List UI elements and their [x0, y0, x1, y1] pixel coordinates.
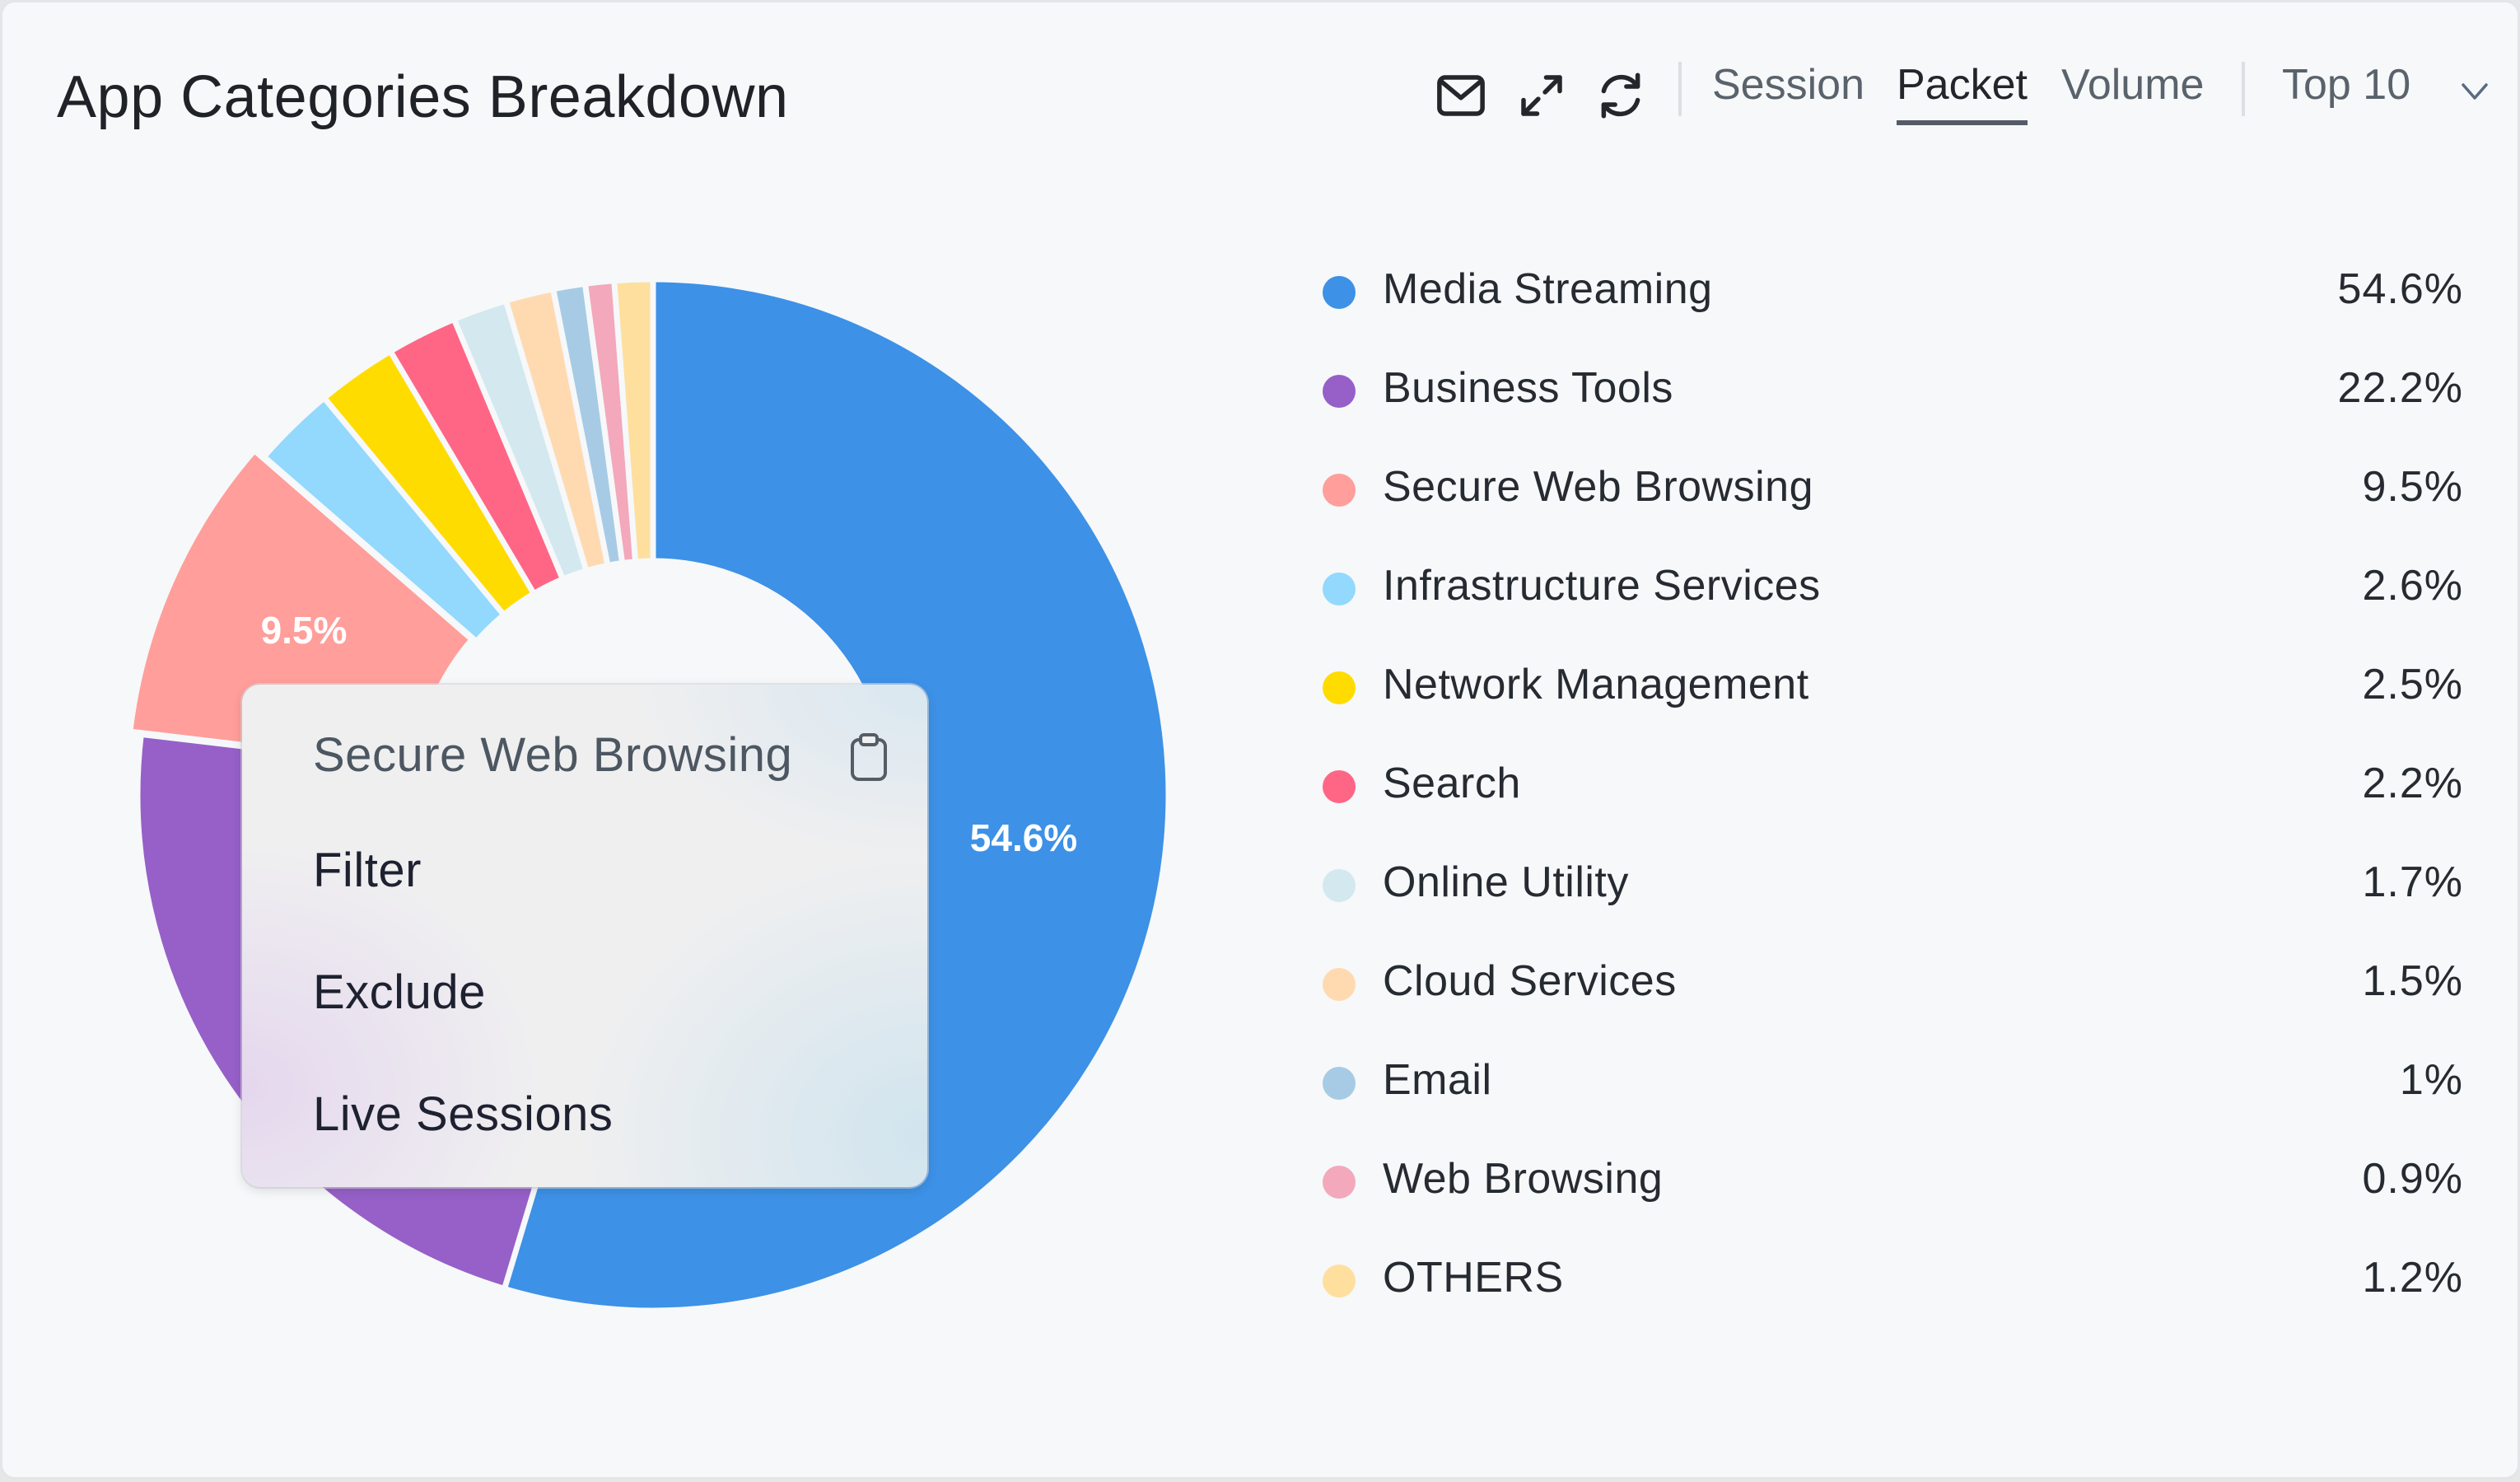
legend-dot [1323, 671, 1356, 704]
legend-item[interactable]: OTHERS 1.2% [1318, 1246, 2463, 1312]
menu-item-filter[interactable]: Filter [313, 844, 422, 897]
legend-value: 2.6% [2362, 562, 2463, 610]
legend-item[interactable]: Business Tools 22.2% [1318, 357, 2463, 423]
top-n-select[interactable]: Top 10 [2282, 61, 2411, 109]
tab-packet[interactable]: Packet [1897, 60, 2028, 126]
legend-label: Business Tools [1383, 364, 1673, 412]
legend-label: Email [1383, 1056, 1492, 1104]
slice-context-menu: Secure Web Browsing Filter Exclude Live … [242, 685, 927, 1187]
legend-label: Infrastructure Services [1383, 562, 1821, 610]
mail-icon[interactable] [1434, 68, 1488, 123]
legend-item[interactable]: Infrastructure Services 2.6% [1318, 554, 2463, 620]
slice-label-media-streaming: 54.6% [970, 816, 1077, 859]
tab-session[interactable]: Session [1712, 61, 1864, 109]
legend-dot [1323, 375, 1356, 408]
legend-value: 2.2% [2362, 760, 2463, 807]
legend-label: Search [1383, 760, 1521, 807]
legend-dot [1323, 1265, 1356, 1297]
legend-item[interactable]: Cloud Services 1.5% [1318, 950, 2463, 1016]
legend-label: Web Browsing [1383, 1155, 1664, 1203]
legend-value: 1% [2399, 1056, 2463, 1104]
legend-dot [1323, 1166, 1356, 1199]
legend-value: 9.5% [2362, 463, 2463, 511]
chevron-down-icon[interactable] [2458, 77, 2491, 106]
slice-label-secure-web-browsing: 9.5% [261, 609, 348, 652]
legend-label: Online Utility [1383, 858, 1629, 906]
toolbar-divider [2242, 62, 2245, 116]
legend-dot [1323, 573, 1356, 605]
legend-label: Cloud Services [1383, 957, 1677, 1005]
legend-dot [1323, 276, 1356, 309]
legend-dot [1323, 474, 1356, 507]
legend-label: OTHERS [1383, 1254, 1564, 1302]
legend-label: Network Management [1383, 661, 1809, 708]
legend-value: 1.7% [2362, 858, 2463, 906]
legend-value: 0.9% [2362, 1155, 2463, 1203]
clipboard-icon[interactable] [850, 732, 888, 782]
legend-item[interactable]: Media Streaming 54.6% [1318, 258, 2463, 324]
legend-value: 1.5% [2362, 957, 2463, 1005]
donut-slice-others[interactable] [611, 276, 656, 565]
toolbar-divider [1678, 62, 1682, 116]
legend-value: 2.5% [2362, 661, 2463, 708]
legend-item[interactable]: Secure Web Browsing 9.5% [1318, 456, 2463, 521]
legend-value: 54.6% [2337, 265, 2463, 313]
legend-item[interactable]: Web Browsing 0.9% [1318, 1148, 2463, 1213]
legend-label: Secure Web Browsing [1383, 463, 1813, 511]
legend-value: 22.2% [2337, 364, 2463, 412]
menu-item-exclude[interactable]: Exclude [313, 965, 486, 1019]
legend-item[interactable]: Email 1% [1318, 1049, 2463, 1115]
legend-dot [1323, 869, 1356, 902]
menu-item-live-sessions[interactable]: Live Sessions [313, 1087, 614, 1141]
context-menu-title: Secure Web Browsing [313, 728, 793, 782]
legend-dot [1323, 1067, 1356, 1100]
expand-icon[interactable] [1514, 68, 1569, 123]
legend-item[interactable]: Online Utility 1.7% [1318, 851, 2463, 917]
tab-volume[interactable]: Volume [2061, 61, 2205, 109]
refresh-icon[interactable] [1594, 68, 1648, 123]
legend-item[interactable]: Search 2.2% [1318, 752, 2463, 818]
legend-value: 1.2% [2362, 1254, 2463, 1302]
legend-item[interactable]: Network Management 2.5% [1318, 653, 2463, 719]
legend-label: Media Streaming [1383, 265, 1713, 313]
legend-dot [1323, 968, 1356, 1001]
card-title: App Categories Breakdown [57, 64, 789, 130]
legend-dot [1323, 770, 1356, 803]
